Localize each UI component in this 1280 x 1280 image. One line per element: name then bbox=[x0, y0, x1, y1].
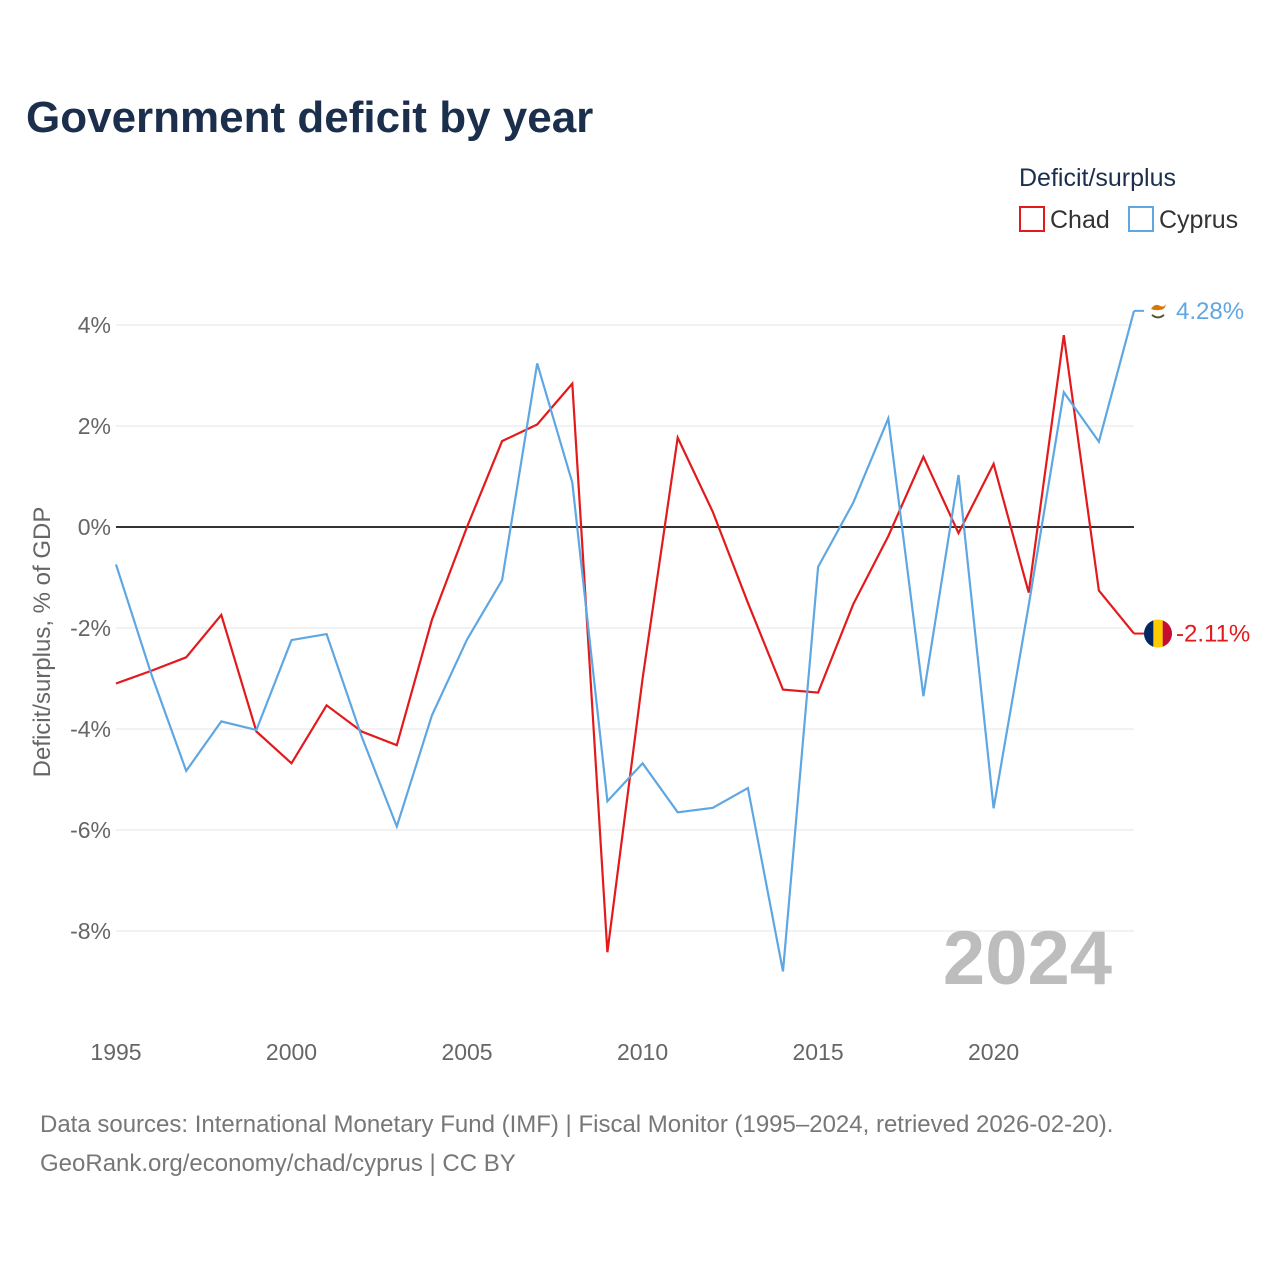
y-tick-label: -2% bbox=[70, 615, 111, 641]
legend-item-chad[interactable]: Chad bbox=[1019, 206, 1110, 234]
flag-red-stripe bbox=[1162, 619, 1172, 648]
x-tick-label: 2015 bbox=[792, 1039, 843, 1065]
flag-background bbox=[1147, 299, 1169, 322]
y-tick-label: 4% bbox=[78, 312, 111, 338]
end-value-label: 4.28% bbox=[1176, 298, 1244, 325]
y-tick-label: 2% bbox=[78, 413, 111, 439]
x-tick-label: 2000 bbox=[266, 1039, 317, 1065]
y-tick-label: -6% bbox=[70, 817, 111, 843]
x-tick-label: 1995 bbox=[90, 1039, 141, 1065]
legend-item-cyprus[interactable]: Cyprus bbox=[1128, 206, 1238, 234]
x-tick-label: 2020 bbox=[968, 1039, 1019, 1065]
flag-yellow-stripe bbox=[1153, 619, 1163, 648]
cyprus-flag-icon bbox=[1147, 299, 1169, 322]
chad-flag-stripes bbox=[1144, 619, 1172, 648]
x-tick-label: 2005 bbox=[441, 1039, 492, 1065]
end-labels: -2.11% 4.28% bbox=[1134, 298, 1250, 648]
flag-olive-branches bbox=[1151, 314, 1165, 319]
source-note: Data sources: International Monetary Fun… bbox=[40, 1111, 1113, 1138]
flag-blue-stripe bbox=[1144, 619, 1154, 648]
legend-title: Deficit/surplus bbox=[1019, 164, 1176, 192]
chart-title: Government deficit by year bbox=[26, 93, 593, 142]
chad-flag-icon bbox=[1144, 619, 1172, 648]
legend-label: Chad bbox=[1050, 206, 1110, 234]
gridlines bbox=[116, 324, 1134, 932]
year-watermark: 2024 bbox=[943, 916, 1112, 1001]
legend-swatch bbox=[1128, 206, 1154, 232]
y-tick-label: 0% bbox=[78, 514, 111, 540]
x-axis-ticks: 1995 2000 2005 2010 2015 2020 bbox=[90, 1039, 1019, 1065]
source-link[interactable]: GeoRank.org/economy/chad/cyprus | CC BY bbox=[40, 1150, 516, 1177]
y-axis-ticks: 4% 2% 0% -2% -4% -6% -8% bbox=[70, 312, 111, 944]
y-tick-label: -8% bbox=[70, 918, 111, 944]
y-axis-label: Deficit/surplus, % of GDP bbox=[29, 507, 56, 778]
series-line-cyprus bbox=[114, 310, 1136, 972]
x-tick-label: 2010 bbox=[617, 1039, 668, 1065]
series-lines bbox=[114, 310, 1136, 972]
legend-swatch bbox=[1019, 206, 1045, 232]
end-value-label: -2.11% bbox=[1176, 621, 1250, 648]
legend[interactable]: Chad Cyprus bbox=[1019, 206, 1238, 234]
legend-label: Cyprus bbox=[1159, 206, 1238, 234]
flag-island bbox=[1151, 303, 1166, 311]
series-line-chad bbox=[115, 334, 1135, 953]
y-tick-label: -4% bbox=[70, 716, 111, 742]
